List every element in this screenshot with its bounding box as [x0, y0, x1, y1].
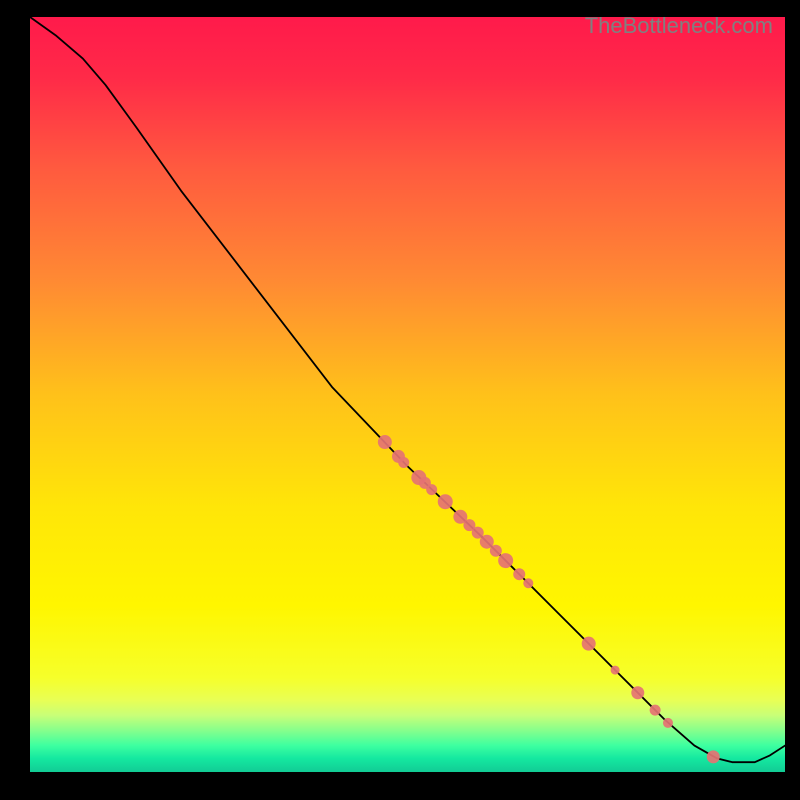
data-marker	[426, 484, 437, 495]
watermark-text: TheBottleneck.com	[585, 17, 773, 39]
data-marker	[513, 568, 525, 580]
data-marker	[707, 750, 720, 763]
data-marker	[490, 545, 502, 557]
marker-group	[378, 435, 720, 763]
plot-area: TheBottleneck.com	[30, 17, 785, 772]
data-marker	[523, 578, 533, 588]
curve-line	[30, 17, 785, 762]
data-marker	[650, 705, 661, 716]
data-marker	[631, 686, 644, 699]
data-marker	[663, 718, 673, 728]
data-marker	[438, 494, 453, 509]
data-marker	[498, 553, 513, 568]
data-marker	[378, 435, 392, 449]
chart-overlay	[30, 17, 785, 772]
chart-stage: { "canvas": { "width": 800, "height": 80…	[0, 0, 800, 800]
data-marker	[582, 637, 596, 651]
data-marker	[611, 666, 620, 675]
data-marker	[398, 457, 409, 468]
